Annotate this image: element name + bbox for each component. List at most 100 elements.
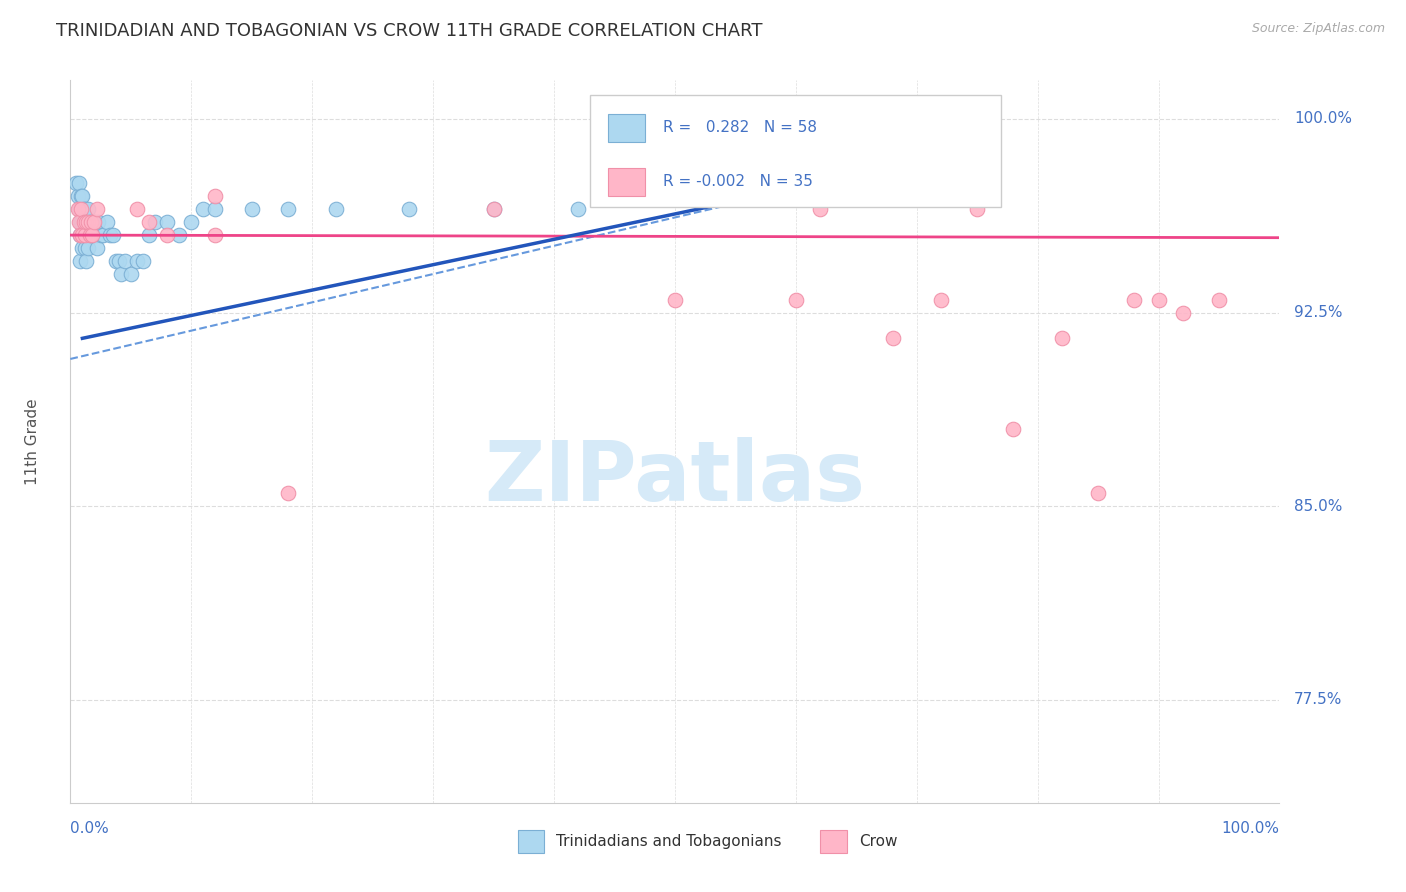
Point — [87, 215, 110, 229]
Point — [929, 293, 952, 307]
Point — [75, 215, 97, 229]
Point — [1002, 422, 1025, 436]
Text: ZIPatlas: ZIPatlas — [485, 437, 865, 518]
Point — [156, 215, 179, 229]
Bar — [609, 168, 645, 196]
Point — [76, 215, 98, 229]
Point — [808, 177, 831, 191]
Point — [86, 202, 108, 217]
Point — [69, 215, 91, 229]
Point — [73, 228, 96, 243]
Point — [83, 215, 105, 229]
Point — [67, 215, 90, 229]
Point — [688, 189, 710, 203]
Point — [1171, 305, 1194, 319]
Point — [240, 202, 263, 217]
Point — [1208, 293, 1230, 307]
Point — [86, 241, 108, 255]
Point — [156, 228, 179, 243]
Bar — [609, 114, 645, 142]
Text: 100.0%: 100.0% — [1222, 821, 1279, 836]
Point — [66, 189, 89, 203]
Point — [125, 253, 148, 268]
Point — [1147, 293, 1170, 307]
Point — [1050, 331, 1073, 345]
Point — [482, 202, 505, 217]
Point — [640, 189, 662, 203]
Point — [120, 267, 142, 281]
Point — [82, 228, 104, 243]
Text: Trinidadians and Tobagonians: Trinidadians and Tobagonians — [557, 834, 782, 849]
Point — [66, 202, 89, 217]
Point — [98, 228, 121, 243]
Point — [138, 228, 160, 243]
Point — [75, 215, 97, 229]
Point — [107, 253, 129, 268]
Text: 11th Grade: 11th Grade — [25, 398, 39, 485]
Point — [70, 189, 93, 203]
Point — [70, 202, 93, 217]
Point — [664, 293, 686, 307]
Point — [398, 202, 420, 217]
FancyBboxPatch shape — [591, 95, 1001, 207]
Point — [77, 241, 100, 255]
Text: 77.5%: 77.5% — [1294, 692, 1343, 707]
Point — [72, 202, 94, 217]
Point — [882, 331, 904, 345]
Point — [75, 253, 97, 268]
Point — [79, 215, 101, 229]
Point — [77, 202, 100, 217]
Bar — [820, 830, 846, 854]
Point — [69, 228, 91, 243]
Point — [67, 202, 90, 217]
Point — [79, 228, 101, 243]
Point — [1087, 486, 1109, 500]
Point — [204, 228, 226, 243]
Point — [77, 215, 100, 229]
Text: 92.5%: 92.5% — [1294, 305, 1343, 320]
Point — [966, 202, 988, 217]
Point — [72, 228, 94, 243]
Point — [180, 215, 202, 229]
Point — [65, 177, 87, 191]
Point — [73, 202, 96, 217]
Point — [84, 228, 107, 243]
Point — [277, 486, 299, 500]
Point — [204, 202, 226, 217]
Point — [193, 202, 215, 217]
Text: R =   0.282   N = 58: R = 0.282 N = 58 — [662, 120, 817, 136]
Point — [80, 228, 103, 243]
Point — [73, 241, 96, 255]
Point — [132, 253, 155, 268]
Point — [277, 202, 299, 217]
Point — [167, 228, 190, 243]
Point — [80, 228, 103, 243]
Point — [482, 202, 505, 217]
Text: 100.0%: 100.0% — [1294, 112, 1353, 127]
Point — [72, 189, 94, 203]
Point — [96, 215, 118, 229]
Text: Source: ZipAtlas.com: Source: ZipAtlas.com — [1251, 22, 1385, 36]
Point — [138, 215, 160, 229]
Point — [105, 253, 128, 268]
Point — [748, 189, 770, 203]
Point — [125, 202, 148, 217]
Point — [110, 267, 132, 281]
Point — [143, 215, 166, 229]
Text: 0.0%: 0.0% — [70, 821, 110, 836]
Text: 85.0%: 85.0% — [1294, 499, 1343, 514]
Text: TRINIDADIAN AND TOBAGONIAN VS CROW 11TH GRADE CORRELATION CHART: TRINIDADIAN AND TOBAGONIAN VS CROW 11TH … — [56, 22, 762, 40]
Point — [72, 241, 94, 255]
Point — [1123, 293, 1146, 307]
Point — [69, 253, 91, 268]
Point — [808, 202, 831, 217]
Point — [785, 293, 807, 307]
Text: R = -0.002   N = 35: R = -0.002 N = 35 — [662, 175, 813, 189]
Point — [69, 228, 91, 243]
Point — [72, 228, 94, 243]
Point — [83, 215, 105, 229]
Point — [91, 228, 114, 243]
Point — [67, 177, 90, 191]
Point — [114, 253, 136, 268]
Point — [70, 215, 93, 229]
